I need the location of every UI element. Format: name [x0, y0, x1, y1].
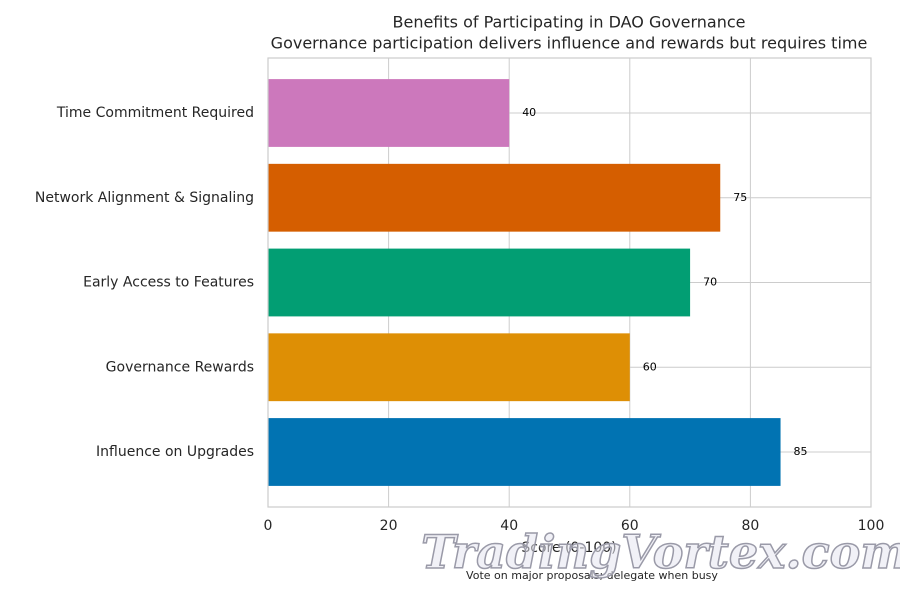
x-tick-label: 20: [380, 518, 398, 534]
x-tick-label: 40: [500, 518, 518, 534]
bar: [268, 418, 781, 486]
y-tick-label: Network Alignment & Signaling: [35, 190, 254, 206]
value-label: 70: [703, 276, 717, 289]
chart-title: Benefits of Participating in DAO Governa…: [393, 13, 746, 32]
x-tick-label: 0: [264, 518, 273, 534]
value-label: 60: [643, 360, 657, 373]
value-label: 85: [794, 445, 808, 458]
bar: [268, 163, 721, 232]
watermark: TradingVortex.com: [421, 525, 900, 579]
value-label: 40: [522, 106, 536, 119]
y-tick-label: Time Commitment Required: [56, 105, 254, 121]
x-tick-label: 80: [741, 518, 759, 534]
value-label: 75: [733, 191, 747, 204]
chart-subtitle: Governance participation delivers influe…: [271, 34, 868, 53]
bar: [268, 248, 691, 317]
y-tick-label: Early Access to Features: [83, 275, 254, 291]
x-axis-label: Score (0-100): [521, 540, 616, 556]
bar: [268, 333, 630, 402]
y-tick-label: Governance Rewards: [106, 359, 254, 375]
caption: Vote on major proposals; delegate when b…: [466, 569, 718, 582]
bar: [268, 79, 510, 147]
x-tick-label: 100: [858, 518, 885, 534]
plot-frame: [267, 57, 872, 508]
x-tick-label: 60: [621, 518, 639, 534]
y-tick-label: Influence on Upgrades: [96, 444, 254, 460]
